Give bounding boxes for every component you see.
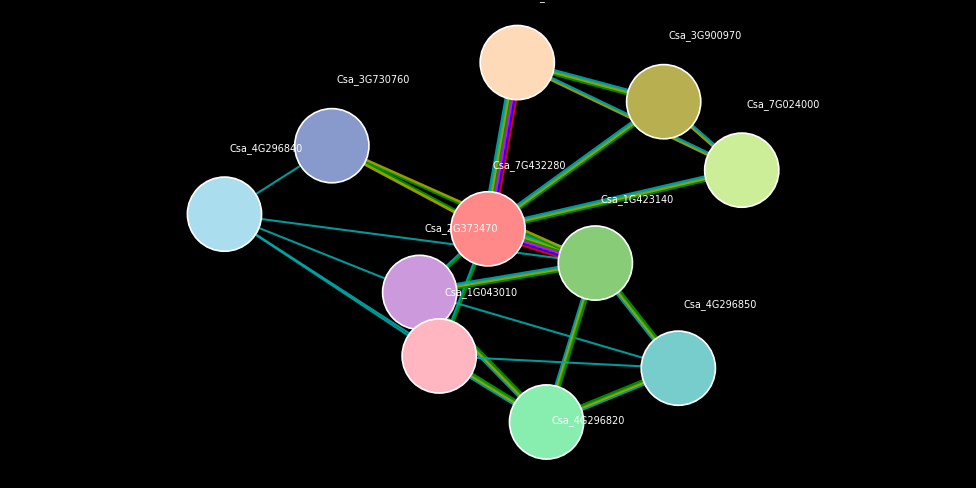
Text: Csa_1G423140: Csa_1G423140 <box>600 194 673 204</box>
Ellipse shape <box>705 134 779 208</box>
Ellipse shape <box>295 109 369 183</box>
Ellipse shape <box>451 192 525 266</box>
Text: Csa_4G296820: Csa_4G296820 <box>551 414 625 425</box>
Ellipse shape <box>402 319 476 393</box>
Text: Csa_3G900970: Csa_3G900970 <box>669 30 742 41</box>
Text: Csa_4G296840: Csa_4G296840 <box>229 142 303 153</box>
Ellipse shape <box>383 256 457 330</box>
Text: Csa_1G043010: Csa_1G043010 <box>444 286 517 297</box>
Text: Csa_6G406540: Csa_6G406540 <box>522 0 595 2</box>
Ellipse shape <box>187 178 262 252</box>
Ellipse shape <box>641 331 715 406</box>
Text: Csa_4G296850: Csa_4G296850 <box>683 299 756 309</box>
Ellipse shape <box>558 226 632 301</box>
Text: Csa_2G373470: Csa_2G373470 <box>425 223 498 234</box>
Text: Csa_3G730760: Csa_3G730760 <box>337 74 410 85</box>
Ellipse shape <box>509 385 584 459</box>
Ellipse shape <box>627 65 701 140</box>
Ellipse shape <box>480 26 554 101</box>
Text: Csa_7G432280: Csa_7G432280 <box>493 160 566 170</box>
Text: Csa_7G024000: Csa_7G024000 <box>747 99 820 109</box>
